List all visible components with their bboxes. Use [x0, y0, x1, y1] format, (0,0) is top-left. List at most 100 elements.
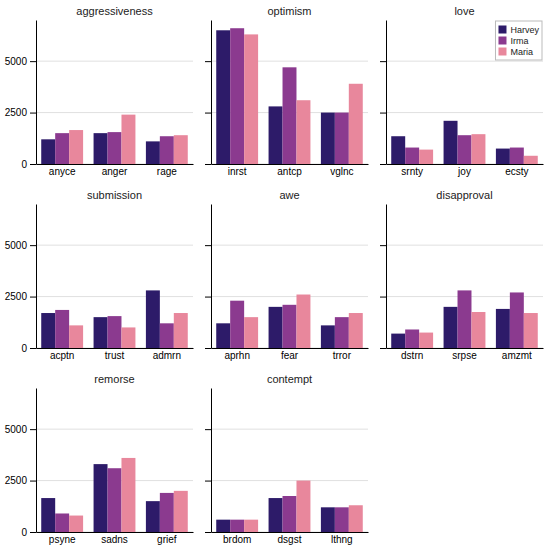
tick: inrst: [228, 166, 247, 177]
legend-label: Irma: [510, 36, 528, 46]
tick: grief: [157, 534, 177, 545]
tick-mark: [380, 164, 386, 165]
bar: [321, 325, 335, 348]
tick-mark: [205, 61, 211, 62]
x-axis: acptntrustadmrn: [37, 349, 194, 362]
axis-line: [386, 205, 387, 349]
bar: [444, 121, 458, 164]
bar: [146, 141, 160, 164]
legend-swatch: [498, 48, 506, 56]
tick-label: 2500: [5, 475, 28, 486]
bar: [296, 481, 310, 532]
grid-line: [36, 61, 193, 62]
grid-line: [211, 245, 368, 246]
bar: [94, 464, 108, 532]
bar: [496, 149, 510, 164]
x-axis: psynesadnsgrief: [37, 533, 194, 546]
tick: [205, 429, 211, 430]
tick: 0: [21, 159, 36, 170]
bar: [244, 34, 258, 164]
axis-line: [36, 389, 37, 533]
legend-frame: [495, 21, 542, 60]
x-axis: srntyjoyecsty: [387, 165, 544, 178]
tick: [205, 348, 211, 349]
bar: [458, 135, 472, 164]
tick: 0: [21, 343, 36, 354]
bar: [41, 498, 55, 532]
bar: [244, 317, 258, 348]
bar: [69, 325, 83, 348]
tick-label: vglnc: [330, 166, 353, 177]
bars: [41, 290, 188, 348]
legend-item: Maria: [498, 47, 533, 57]
tick-label: 2500: [5, 291, 28, 302]
tick: anyce: [49, 166, 76, 177]
tick: [205, 61, 211, 62]
legend-swatch: [498, 26, 506, 34]
bar: [296, 295, 310, 348]
tick: amzmt: [502, 350, 532, 361]
tick: [380, 113, 386, 114]
tick-mark: [205, 348, 211, 349]
grid-line: [386, 245, 543, 246]
tick: ecsty: [505, 166, 528, 177]
bar: [216, 323, 230, 348]
axis-line: [37, 164, 194, 165]
bar: [55, 513, 69, 532]
tick-label: 5000: [5, 56, 28, 67]
tick-mark: [205, 245, 211, 246]
tick-mark: [380, 113, 386, 114]
tick: dsgst: [278, 534, 302, 545]
bar: [391, 136, 405, 164]
y-axis: [380, 21, 387, 165]
bar: [41, 313, 55, 348]
tick-mark: [205, 532, 211, 533]
bar: [349, 505, 363, 532]
tick-label: acptn: [50, 350, 74, 361]
tick: vglnc: [330, 166, 353, 177]
tick: srpse: [452, 350, 477, 361]
axis-line: [387, 348, 544, 349]
tick-mark: [30, 113, 36, 114]
bar: [283, 67, 297, 164]
tick-label: rage: [157, 166, 177, 177]
bars: [216, 28, 363, 164]
title: awe: [279, 189, 299, 201]
tick-mark: [30, 61, 36, 62]
axis-line: [36, 205, 37, 349]
grid: [211, 429, 368, 532]
axis-line: [211, 205, 212, 349]
bar: [230, 301, 244, 348]
x-axis: aprhn fear trror: [212, 349, 369, 362]
tick-label: 0: [21, 343, 27, 354]
bar: [121, 115, 135, 164]
bar: [244, 520, 258, 532]
tick: [380, 297, 386, 298]
axis-line: [386, 21, 387, 165]
tick-label: inrst: [228, 166, 247, 177]
bar: [496, 309, 510, 348]
tick: aprhn: [224, 350, 250, 361]
title: optimism: [267, 5, 311, 17]
tick: 2500: [5, 475, 36, 486]
grid-line: [386, 112, 543, 113]
legend-item: Harvey: [498, 25, 539, 35]
tick-label: anger: [102, 166, 128, 177]
y-axis: [205, 21, 212, 165]
bar: [230, 520, 244, 532]
bar: [419, 150, 433, 164]
tick: 5000: [5, 56, 36, 67]
bar: [283, 305, 297, 348]
tick-mark: [380, 61, 386, 62]
tick: [205, 532, 211, 533]
tick: trror: [333, 350, 352, 361]
tick-label: fear: [281, 350, 299, 361]
grid: [386, 245, 543, 348]
bar: [321, 113, 335, 164]
tick: [205, 164, 211, 165]
tick: 5000: [5, 424, 36, 435]
bar: [121, 327, 135, 348]
y-axis: [380, 205, 387, 349]
tick: [380, 61, 386, 62]
bars: [216, 481, 363, 532]
